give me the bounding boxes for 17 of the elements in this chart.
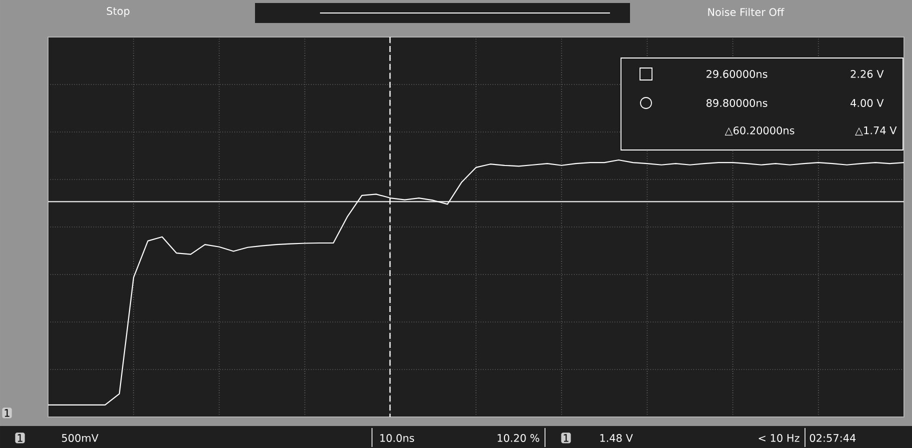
text: 10.0ns [380, 434, 414, 442]
text: 1 [18, 434, 22, 442]
text: 29.60000ns [706, 70, 768, 78]
text: △60.20000ns [724, 126, 794, 136]
text: 1 [4, 409, 10, 417]
text: △1.74 V [855, 126, 897, 136]
text: Noise Filter Off [708, 8, 784, 16]
text: 89.80000ns [706, 99, 768, 107]
text: 500mV [62, 434, 98, 442]
text: 10.20 % [498, 434, 540, 442]
text: 2.26 V [850, 70, 884, 78]
text: Stop [106, 7, 130, 17]
text: 1 [564, 434, 568, 442]
text: 4.00 V [850, 99, 884, 107]
text: 02:57:44 [810, 434, 856, 442]
text: < 10 Hz [758, 434, 800, 442]
text: 1.48 V [600, 434, 633, 442]
